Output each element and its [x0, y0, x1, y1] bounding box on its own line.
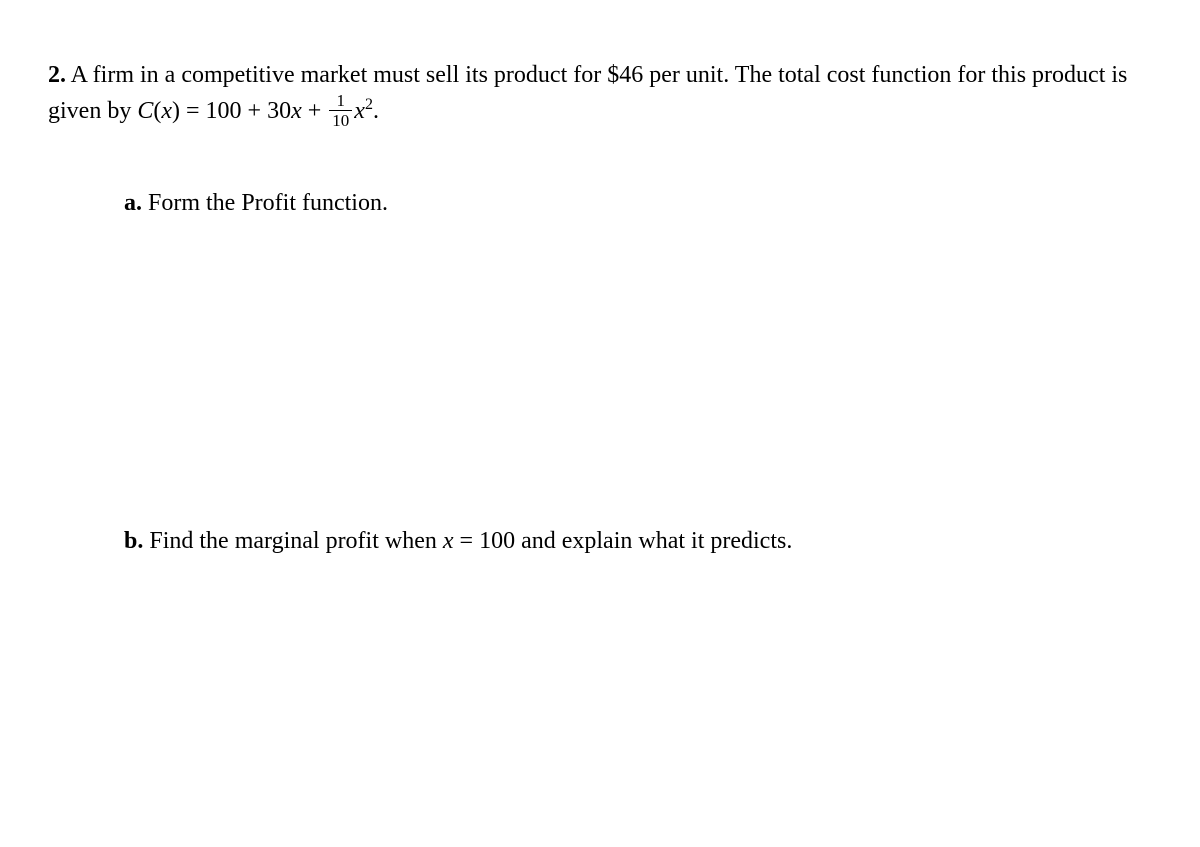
part-b-label: b.: [124, 528, 143, 554]
expr-linear-var: x: [291, 98, 302, 124]
expr-quad-var: x: [354, 98, 365, 124]
expr-const: 100: [206, 98, 242, 124]
part-b-var: x: [443, 528, 454, 554]
part-a: a. Form the Profit function.: [124, 187, 1152, 221]
expr-quad-exp: 2: [365, 96, 373, 113]
expr-linear-coef: 30: [267, 98, 291, 124]
problem-number: 2.: [48, 62, 66, 88]
cost-fn-label: C: [137, 98, 153, 124]
problem-statement: 2. A firm in a competitive market must s…: [48, 58, 1152, 131]
expr-plus-2: +: [302, 98, 328, 124]
cost-fn-var: x: [161, 98, 172, 124]
part-b-text-before: Find the marginal profit when: [143, 528, 443, 554]
part-b-equals: =: [454, 528, 480, 554]
part-a-label: a.: [124, 190, 142, 216]
equals-sign: =: [180, 98, 206, 124]
fraction-numerator: 1: [329, 92, 352, 111]
part-b-text-after: and explain what it predicts.: [515, 528, 792, 554]
statement-period: .: [373, 98, 379, 124]
fraction-denominator: 10: [329, 111, 352, 129]
part-b-value: 100: [479, 528, 515, 554]
close-paren: ): [172, 98, 180, 124]
part-a-text: Form the Profit function.: [142, 190, 388, 216]
part-b: b. Find the marginal profit when x = 100…: [124, 525, 1152, 559]
fraction: 110: [329, 92, 352, 129]
expr-plus-1: +: [242, 98, 268, 124]
